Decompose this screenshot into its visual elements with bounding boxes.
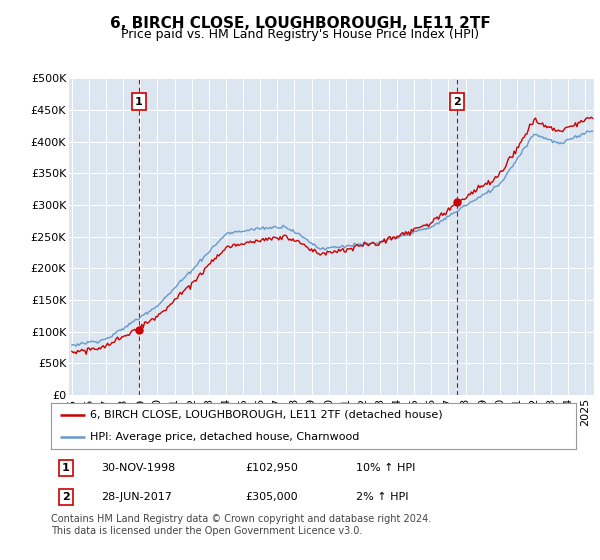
Text: 30-NOV-1998: 30-NOV-1998: [101, 463, 175, 473]
Text: 10% ↑ HPI: 10% ↑ HPI: [355, 463, 415, 473]
Text: £305,000: £305,000: [245, 492, 298, 502]
Text: 1: 1: [135, 97, 143, 107]
Text: 2: 2: [62, 492, 70, 502]
Text: 6, BIRCH CLOSE, LOUGHBOROUGH, LE11 2TF: 6, BIRCH CLOSE, LOUGHBOROUGH, LE11 2TF: [110, 16, 490, 31]
Text: 2: 2: [453, 97, 461, 107]
Text: Contains HM Land Registry data © Crown copyright and database right 2024.
This d: Contains HM Land Registry data © Crown c…: [51, 514, 431, 536]
Text: 1: 1: [62, 463, 70, 473]
Text: £102,950: £102,950: [245, 463, 298, 473]
Text: 28-JUN-2017: 28-JUN-2017: [101, 492, 172, 502]
Text: Price paid vs. HM Land Registry's House Price Index (HPI): Price paid vs. HM Land Registry's House …: [121, 28, 479, 41]
Text: 2% ↑ HPI: 2% ↑ HPI: [355, 492, 408, 502]
Text: 6, BIRCH CLOSE, LOUGHBOROUGH, LE11 2TF (detached house): 6, BIRCH CLOSE, LOUGHBOROUGH, LE11 2TF (…: [91, 410, 443, 420]
Text: HPI: Average price, detached house, Charnwood: HPI: Average price, detached house, Char…: [91, 432, 360, 442]
